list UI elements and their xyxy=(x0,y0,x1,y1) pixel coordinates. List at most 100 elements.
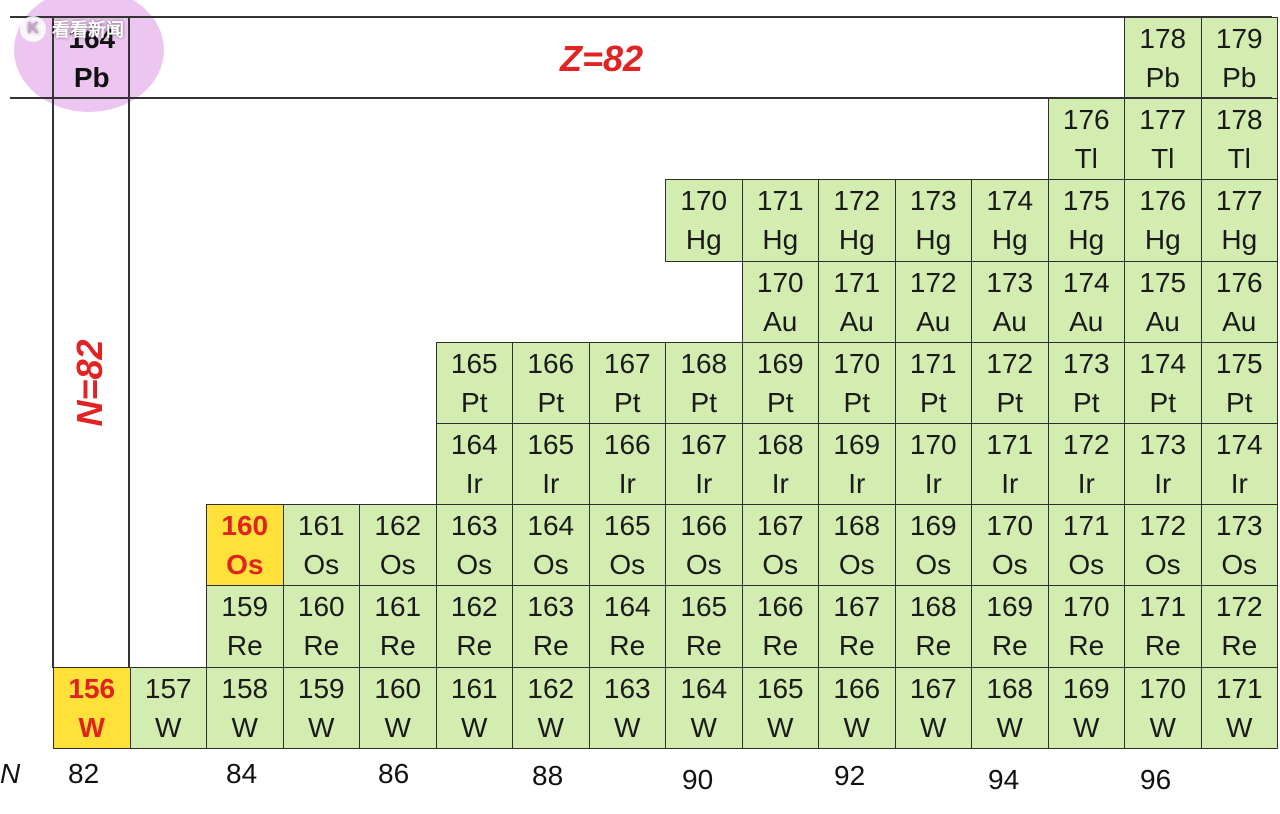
axis-tick-label: 82 xyxy=(68,758,100,789)
mass-number: 166 xyxy=(680,510,728,542)
mass-number: 171 xyxy=(1062,510,1110,542)
mass-number: 167 xyxy=(756,510,804,542)
mass-number: 166 xyxy=(833,672,881,704)
mass-number: 159 xyxy=(221,591,269,623)
nuclide-cell-re-162: 162 Re xyxy=(435,585,513,668)
nuclide-cell-au-171: 171 Au xyxy=(818,260,896,343)
nuclide-cell-pt-166: 166 Pt xyxy=(512,341,590,424)
watermark-logo-icon: K xyxy=(20,16,46,42)
mass-number: 160 xyxy=(374,672,422,704)
mass-number: 158 xyxy=(221,672,269,704)
nuclide-cell-w-168: 168 W xyxy=(971,666,1049,749)
element-symbol: Re xyxy=(1144,630,1181,662)
nuclide-cell-w-162: 162 W xyxy=(512,666,590,749)
element-symbol: Ir xyxy=(465,468,483,500)
mass-number: 165 xyxy=(527,429,575,461)
n82-right-line xyxy=(128,16,130,668)
mass-number: 162 xyxy=(527,672,575,704)
nuclide-cell-hg-174: 174 Hg xyxy=(971,179,1049,262)
mass-number: 169 xyxy=(756,347,804,379)
watermark-text: 看看新闻 xyxy=(52,20,124,40)
mass-number: 164 xyxy=(527,510,575,542)
mass-number: 170 xyxy=(1062,591,1110,623)
mass-number: 167 xyxy=(680,429,728,461)
nuclide-cell-pt-171: 171 Pt xyxy=(894,341,972,424)
element-symbol: W xyxy=(690,711,717,743)
z82-top-line xyxy=(10,16,1272,18)
mass-number: 169 xyxy=(986,591,1034,623)
mass-number: 172 xyxy=(909,266,957,298)
nuclide-cell-os-164: 164 Os xyxy=(512,504,590,587)
nuclide-cell-pt-168: 168 Pt xyxy=(665,341,743,424)
nuclide-cell-hg-173: 173 Hg xyxy=(894,179,972,262)
element-symbol: Os xyxy=(226,549,264,581)
mass-number: 159 xyxy=(297,672,345,704)
mass-number: 168 xyxy=(833,510,881,542)
nuclide-cell-w-161: 161 W xyxy=(435,666,513,749)
element-symbol: Re xyxy=(303,630,340,662)
mass-number: 178 xyxy=(1215,104,1263,136)
element-symbol: Os xyxy=(685,549,722,581)
mass-number: 167 xyxy=(833,591,881,623)
element-symbol: Au xyxy=(916,305,951,337)
nuclide-cell-pt-175: 175 Pt xyxy=(1200,341,1278,424)
element-symbol: Os xyxy=(303,549,340,581)
nuclide-cell-ir-169: 169 Ir xyxy=(818,423,896,506)
nuclide-cell-ir-174: 174 Ir xyxy=(1200,423,1278,506)
nuclide-cell-w-156: 156 W xyxy=(53,666,131,749)
axis-n-label: N xyxy=(0,758,21,789)
mass-number: 171 xyxy=(909,347,957,379)
nuclide-cell-pb-179: 179 Pb xyxy=(1200,17,1278,100)
mass-number: 165 xyxy=(680,591,728,623)
mass-number: 177 xyxy=(1215,185,1263,217)
element-symbol: Re xyxy=(915,630,952,662)
mass-number: 163 xyxy=(450,510,498,542)
element-symbol: Pt xyxy=(1149,386,1176,418)
nuclide-cell-re-166: 166 Re xyxy=(741,585,819,668)
nuclide-cell-re-163: 163 Re xyxy=(512,585,590,668)
axis-tick-label: 86 xyxy=(378,758,410,789)
mass-number: 174 xyxy=(1215,429,1263,461)
element-symbol: Re xyxy=(609,630,646,662)
element-symbol: W xyxy=(614,711,641,743)
mass-number: 167 xyxy=(909,672,957,704)
element-symbol: Os xyxy=(379,549,416,581)
mass-number: 175 xyxy=(1215,347,1263,379)
mass-number: 174 xyxy=(986,185,1034,217)
nuclide-cell-re-169: 169 Re xyxy=(971,585,1049,668)
nuclide-cell-pb-164: 164 Pb xyxy=(53,17,131,99)
nuclide-cell-ir-164: 164 Ir xyxy=(435,423,513,506)
nuclide-cell-au-175: 175 Au xyxy=(1124,260,1202,343)
axis-tick-label: 84 xyxy=(226,758,258,789)
mass-number: 168 xyxy=(680,347,728,379)
mass-number: 171 xyxy=(756,185,804,217)
mass-number: 168 xyxy=(909,591,957,623)
element-symbol: Ir xyxy=(771,468,789,500)
element-symbol: W xyxy=(767,711,794,743)
element-symbol: Ir xyxy=(1154,468,1172,500)
element-symbol: Os xyxy=(532,549,569,581)
mass-number: 175 xyxy=(1139,266,1187,298)
mass-number: 170 xyxy=(756,266,804,298)
nuclide-cell-au-174: 174 Au xyxy=(1047,260,1125,343)
mass-number: 172 xyxy=(1062,429,1110,461)
mass-number: 168 xyxy=(756,429,804,461)
nuclide-cell-re-161: 161 Re xyxy=(359,585,437,668)
element-symbol: W xyxy=(461,711,488,743)
mass-number: 177 xyxy=(1139,104,1187,136)
nuclide-cell-os-165: 165 Os xyxy=(588,504,666,587)
element-symbol: Ir xyxy=(1077,468,1095,500)
mass-number: 170 xyxy=(986,510,1034,542)
element-symbol: Ir xyxy=(695,468,713,500)
mass-number: 160 xyxy=(221,510,269,542)
element-symbol: Tl xyxy=(1151,143,1175,175)
nuclide-cell-pb-178: 178 Pb xyxy=(1124,17,1202,100)
nuclide-cell-w-163: 163 W xyxy=(588,666,666,749)
element-symbol: W xyxy=(996,711,1023,743)
nuclide-cell-pt-174: 174 Pt xyxy=(1124,341,1202,424)
element-symbol: Hg xyxy=(915,224,952,256)
element-symbol: Hg xyxy=(991,224,1028,256)
nuclide-cell-tl-178: 178 Tl xyxy=(1200,98,1278,181)
element-symbol: Re xyxy=(456,630,493,662)
nuclide-cell-au-173: 173 Au xyxy=(971,260,1049,343)
